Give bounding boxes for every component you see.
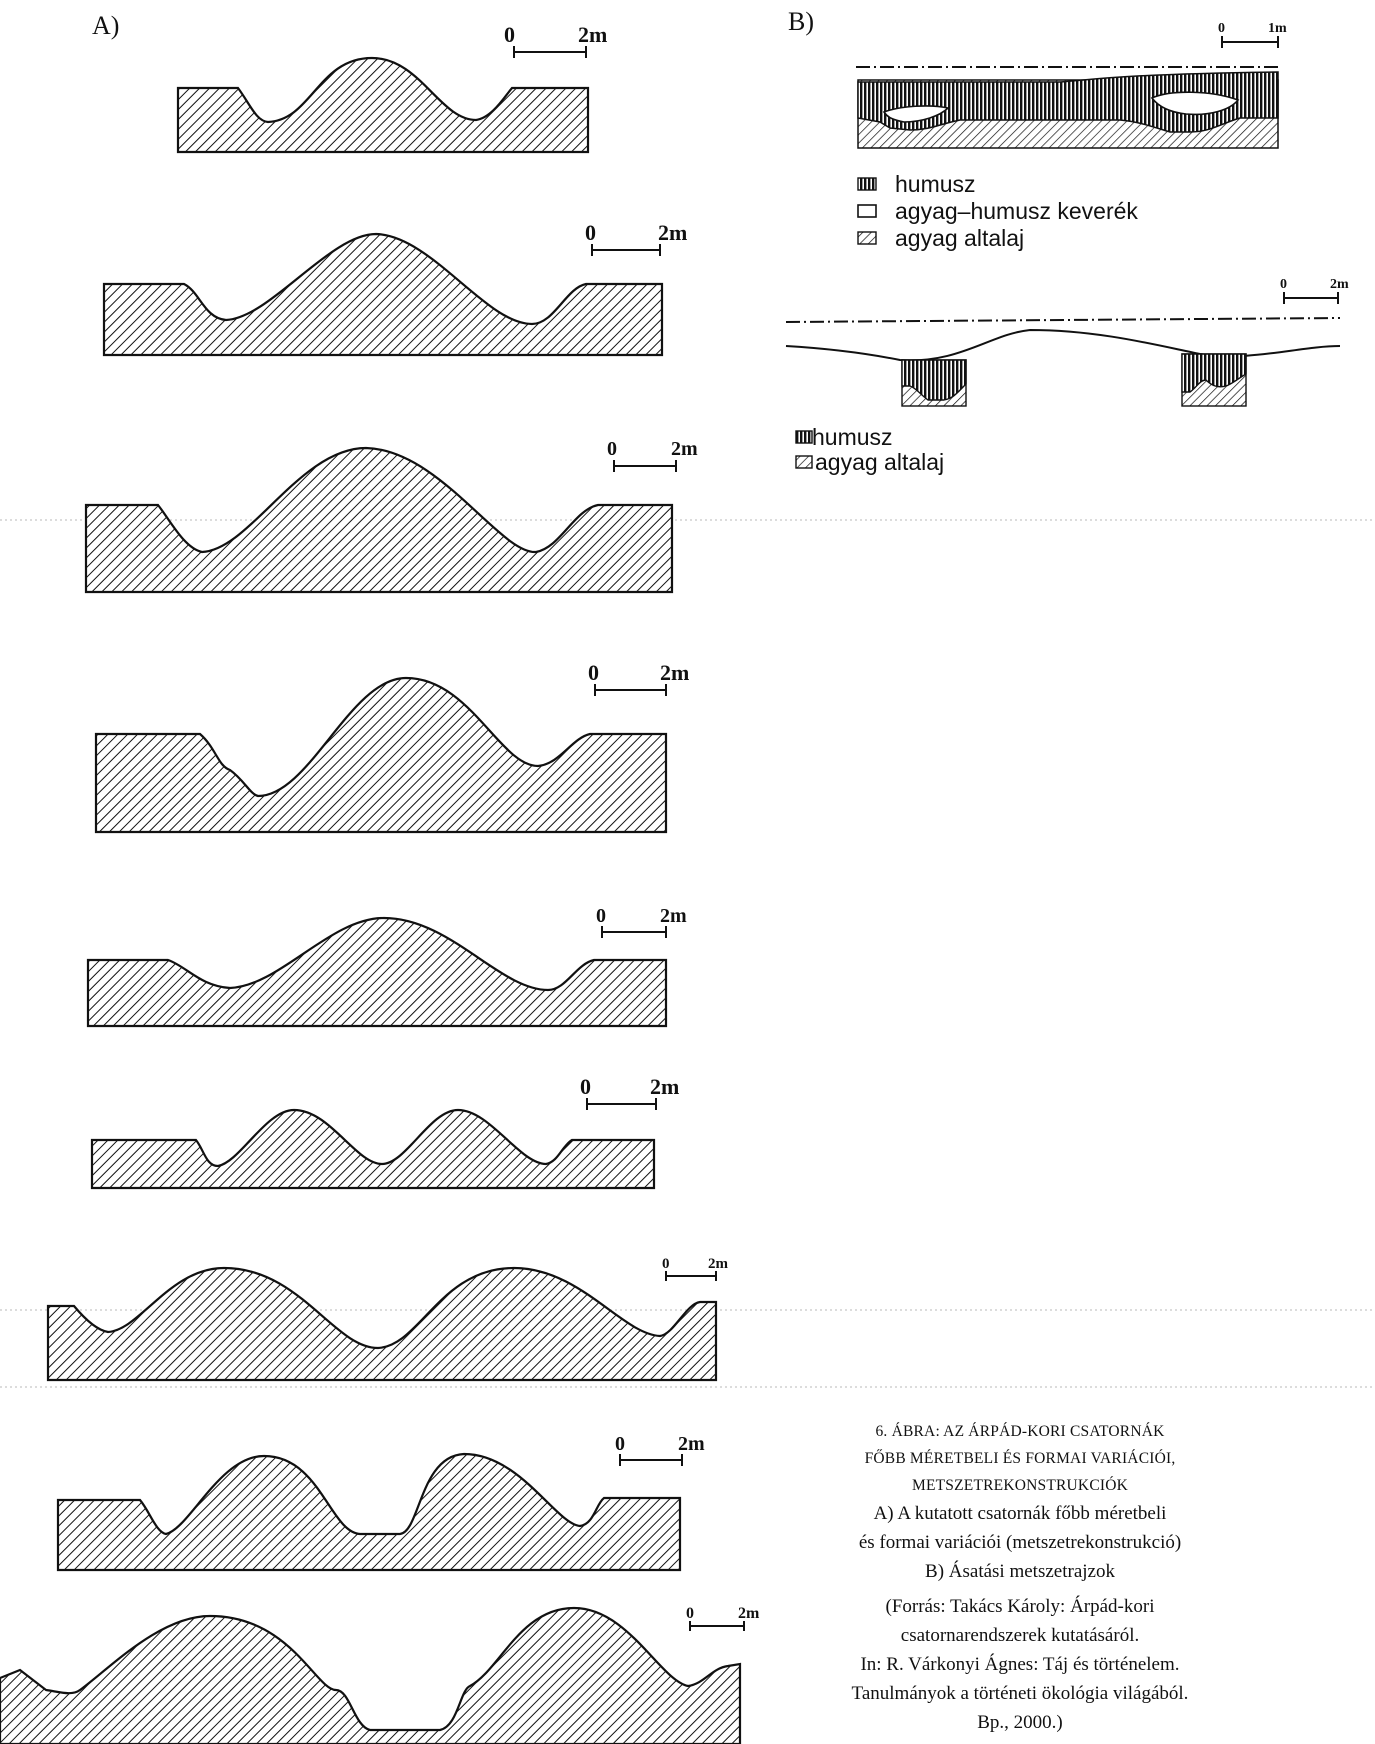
section-1-scale-bar: 0 1m (1218, 21, 1287, 48)
legend-2: humusz agyag altalaj (795, 424, 944, 475)
section-2-surface (785, 328, 1341, 362)
caption-desc-line: A) A kutatott csatornák főbb méretbeli (873, 1503, 1167, 1524)
profile-6-shape (90, 1108, 656, 1190)
profile-1: 0 2m (176, 22, 607, 154)
profile-2: 0 2m (102, 220, 687, 357)
profile-7: 0 2m (46, 1256, 729, 1382)
profile-2-shape (102, 232, 664, 357)
svg-text:0: 0 (596, 905, 606, 927)
section-1: 0 1m (856, 21, 1287, 149)
svg-text:agyag altalaj: agyag altalaj (895, 225, 1024, 251)
figure-caption: 6. ÁBRA: AZ ÁRPÁD-KORI CSATORNÁK FŐBB MÉ… (760, 1418, 1280, 1737)
panel-a-label: A) (92, 11, 119, 40)
section-2-scale-bar: 0 2m (1280, 277, 1349, 304)
profile-9-shape (0, 1606, 742, 1744)
caption-source-line: csatornarendszerek kutatásáról. (900, 1625, 1140, 1646)
svg-text:0: 0 (607, 438, 617, 460)
svg-text:0: 0 (504, 22, 515, 47)
section-1-humus (857, 71, 1279, 133)
profile-3-shape (84, 446, 674, 594)
svg-text:agyag–humusz keverék: agyag–humusz keverék (895, 198, 1138, 224)
svg-text:2m: 2m (660, 905, 687, 927)
svg-text:0: 0 (585, 220, 596, 245)
profile-8-shape (56, 1452, 682, 1572)
svg-text:2m: 2m (738, 1605, 760, 1622)
profile-5: 0 2m (86, 905, 687, 1028)
svg-text:humusz: humusz (895, 171, 976, 197)
svg-text:humusz: humusz (812, 424, 893, 450)
svg-text:0: 0 (686, 1605, 694, 1622)
scale-bar-9: 0 2m (686, 1605, 760, 1631)
caption-source-line: Tanulmányok a történeti ökológia világáb… (851, 1683, 1189, 1704)
scale-bar-7: 0 2m (662, 1256, 729, 1281)
profile-1-shape (176, 56, 590, 154)
scale-bar-8: 0 2m (615, 1433, 705, 1466)
scale-bar-6: 0 2m (580, 1074, 679, 1110)
profile-8: 0 2m (56, 1433, 705, 1572)
svg-text:0: 0 (615, 1433, 625, 1455)
svg-text:2m: 2m (658, 220, 687, 245)
svg-text:0: 0 (580, 1074, 591, 1099)
svg-text:0: 0 (662, 1256, 670, 1272)
legend-1: humusz agyag–humusz keverék agyag altala… (857, 171, 1138, 251)
caption-source-line: In: R. Várkonyi Ágnes: Táj és történelem… (860, 1654, 1180, 1675)
caption-source-line: (Forrás: Takács Károly: Árpád-kori (885, 1596, 1155, 1617)
svg-text:2m: 2m (678, 1433, 705, 1455)
svg-text:1m: 1m (1268, 21, 1287, 36)
svg-text:2m: 2m (578, 22, 607, 47)
caption-title-line: FŐBB MÉRETBELI ÉS FORMAI VARIÁCIÓI, (864, 1450, 1176, 1467)
profile-9: 0 2m (0, 1605, 760, 1744)
caption-title-line: METSZETREKONSTRUKCIÓK (911, 1477, 1129, 1494)
section-2-ditch-1-humus (901, 359, 967, 401)
scan-lines (0, 519, 1375, 1388)
caption-desc-line: B) Ásatási metszetrajzok (925, 1561, 1115, 1582)
section-2-ditch-2-humus (1181, 353, 1247, 393)
scale-bar-1: 0 2m (504, 22, 607, 58)
profile-3: 0 2m (84, 438, 698, 594)
profile-4: 0 2m (94, 660, 689, 834)
section-1-mix-lens-2 (1150, 91, 1240, 116)
panel-b-label: B) (788, 7, 814, 36)
profile-4-shape (94, 676, 668, 834)
svg-text:2m: 2m (650, 1074, 679, 1099)
section-1-mix-lens-1 (882, 105, 950, 123)
scale-bar-5: 0 2m (596, 905, 687, 938)
caption-desc-line: és formai variációi (metszetrekonstrukci… (858, 1532, 1182, 1553)
svg-text:2m: 2m (671, 438, 698, 460)
svg-text:0: 0 (588, 660, 599, 685)
caption-source-line: Bp., 2000.) (977, 1712, 1063, 1733)
svg-text:0: 0 (1280, 277, 1287, 292)
svg-text:2m: 2m (1330, 277, 1349, 292)
scale-bar-3: 0 2m (607, 438, 698, 472)
profile-6: 0 2m (90, 1074, 679, 1190)
section-2: 0 2m (785, 277, 1349, 407)
svg-text:agyag altalaj: agyag altalaj (815, 449, 944, 475)
profile-7-shape (46, 1266, 718, 1382)
scale-bar-2: 0 2m (585, 220, 687, 256)
profile-5-shape (86, 916, 668, 1028)
svg-text:0: 0 (1218, 21, 1225, 36)
svg-text:2m: 2m (660, 660, 689, 685)
caption-title-line: 6. ÁBRA: AZ ÁRPÁD-KORI CSATORNÁK (875, 1423, 1165, 1440)
svg-text:2m: 2m (708, 1256, 729, 1272)
scale-bar-4: 0 2m (588, 660, 689, 696)
